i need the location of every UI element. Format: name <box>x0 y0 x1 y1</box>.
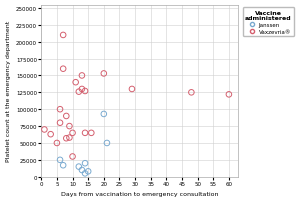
Point <box>76 90 81 94</box>
Point <box>58 108 62 111</box>
X-axis label: Days from vaccination to emergency consultation: Days from vaccination to emergency consu… <box>61 191 218 197</box>
Point <box>83 172 88 175</box>
Point <box>73 81 78 84</box>
Point <box>130 88 134 91</box>
Point <box>55 142 59 145</box>
Point <box>61 68 66 71</box>
Point <box>80 88 84 91</box>
Point <box>89 132 94 135</box>
Point <box>189 91 194 95</box>
Point <box>67 136 72 140</box>
Point <box>64 137 69 140</box>
Point <box>83 90 88 93</box>
Point <box>70 132 75 135</box>
Point <box>104 142 109 145</box>
Legend: Janssen, Vaxzevria®: Janssen, Vaxzevria® <box>243 8 294 37</box>
Point <box>67 125 72 128</box>
Point <box>83 132 88 135</box>
Point <box>80 168 84 172</box>
Point <box>76 165 81 168</box>
Point <box>64 115 69 118</box>
Point <box>42 128 47 132</box>
Point <box>48 133 53 136</box>
Point <box>70 155 75 158</box>
Point <box>101 113 106 116</box>
Point <box>58 158 62 162</box>
Y-axis label: Platelet count at the emergency department: Platelet count at the emergency departme… <box>6 21 10 161</box>
Point <box>58 121 62 125</box>
Point <box>226 93 231 97</box>
Point <box>80 75 84 78</box>
Point <box>61 34 66 37</box>
Point <box>83 162 88 165</box>
Point <box>61 164 66 167</box>
Point <box>86 170 91 173</box>
Point <box>101 73 106 76</box>
